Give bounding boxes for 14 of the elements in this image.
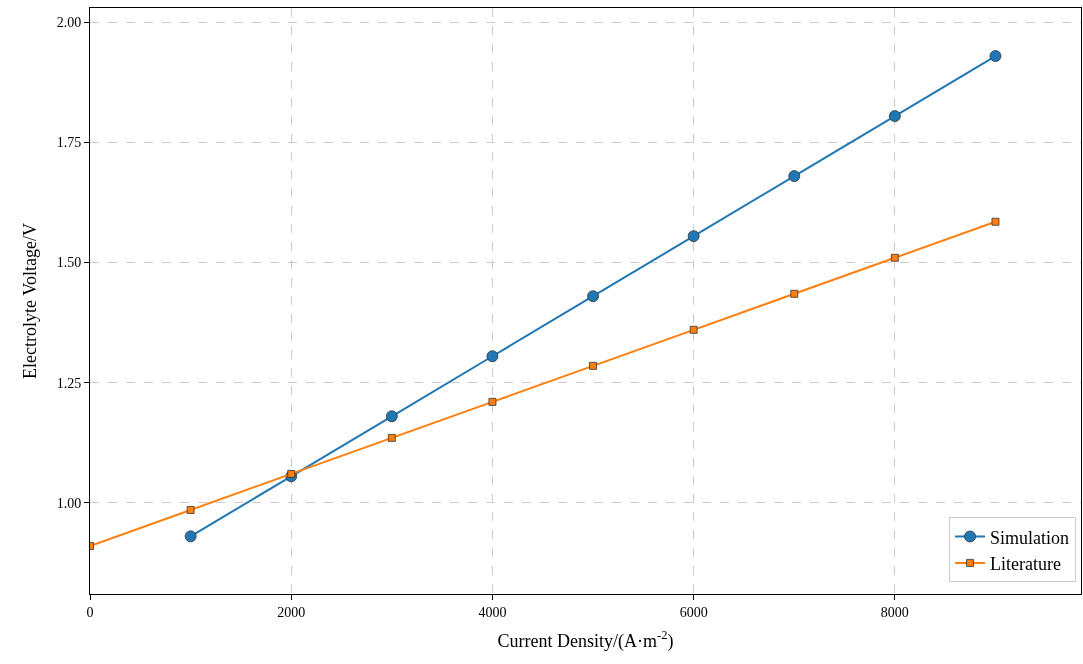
x-tick-label: 0 bbox=[86, 604, 94, 620]
legend-label: Literature bbox=[990, 553, 1062, 574]
x-tick-label: 8000 bbox=[880, 604, 909, 620]
y-tick-label: 1.75 bbox=[56, 135, 82, 151]
y-tick-label: 1.25 bbox=[56, 375, 82, 391]
legend-label: Simulation bbox=[990, 527, 1070, 548]
x-tick-label: 4000 bbox=[478, 604, 507, 620]
y-tick-label: 1.00 bbox=[56, 495, 82, 511]
y-tick-label: 2.00 bbox=[56, 15, 82, 31]
x-tick-label: 6000 bbox=[679, 604, 708, 620]
x-tick-label: 2000 bbox=[277, 604, 306, 620]
y-tick-label: 1.50 bbox=[56, 255, 82, 271]
y-axis-title: Electrolyte Voltage/V bbox=[19, 223, 40, 379]
x-axis-title: Current Density/(A·m$^{-2}$) bbox=[497, 628, 674, 652]
